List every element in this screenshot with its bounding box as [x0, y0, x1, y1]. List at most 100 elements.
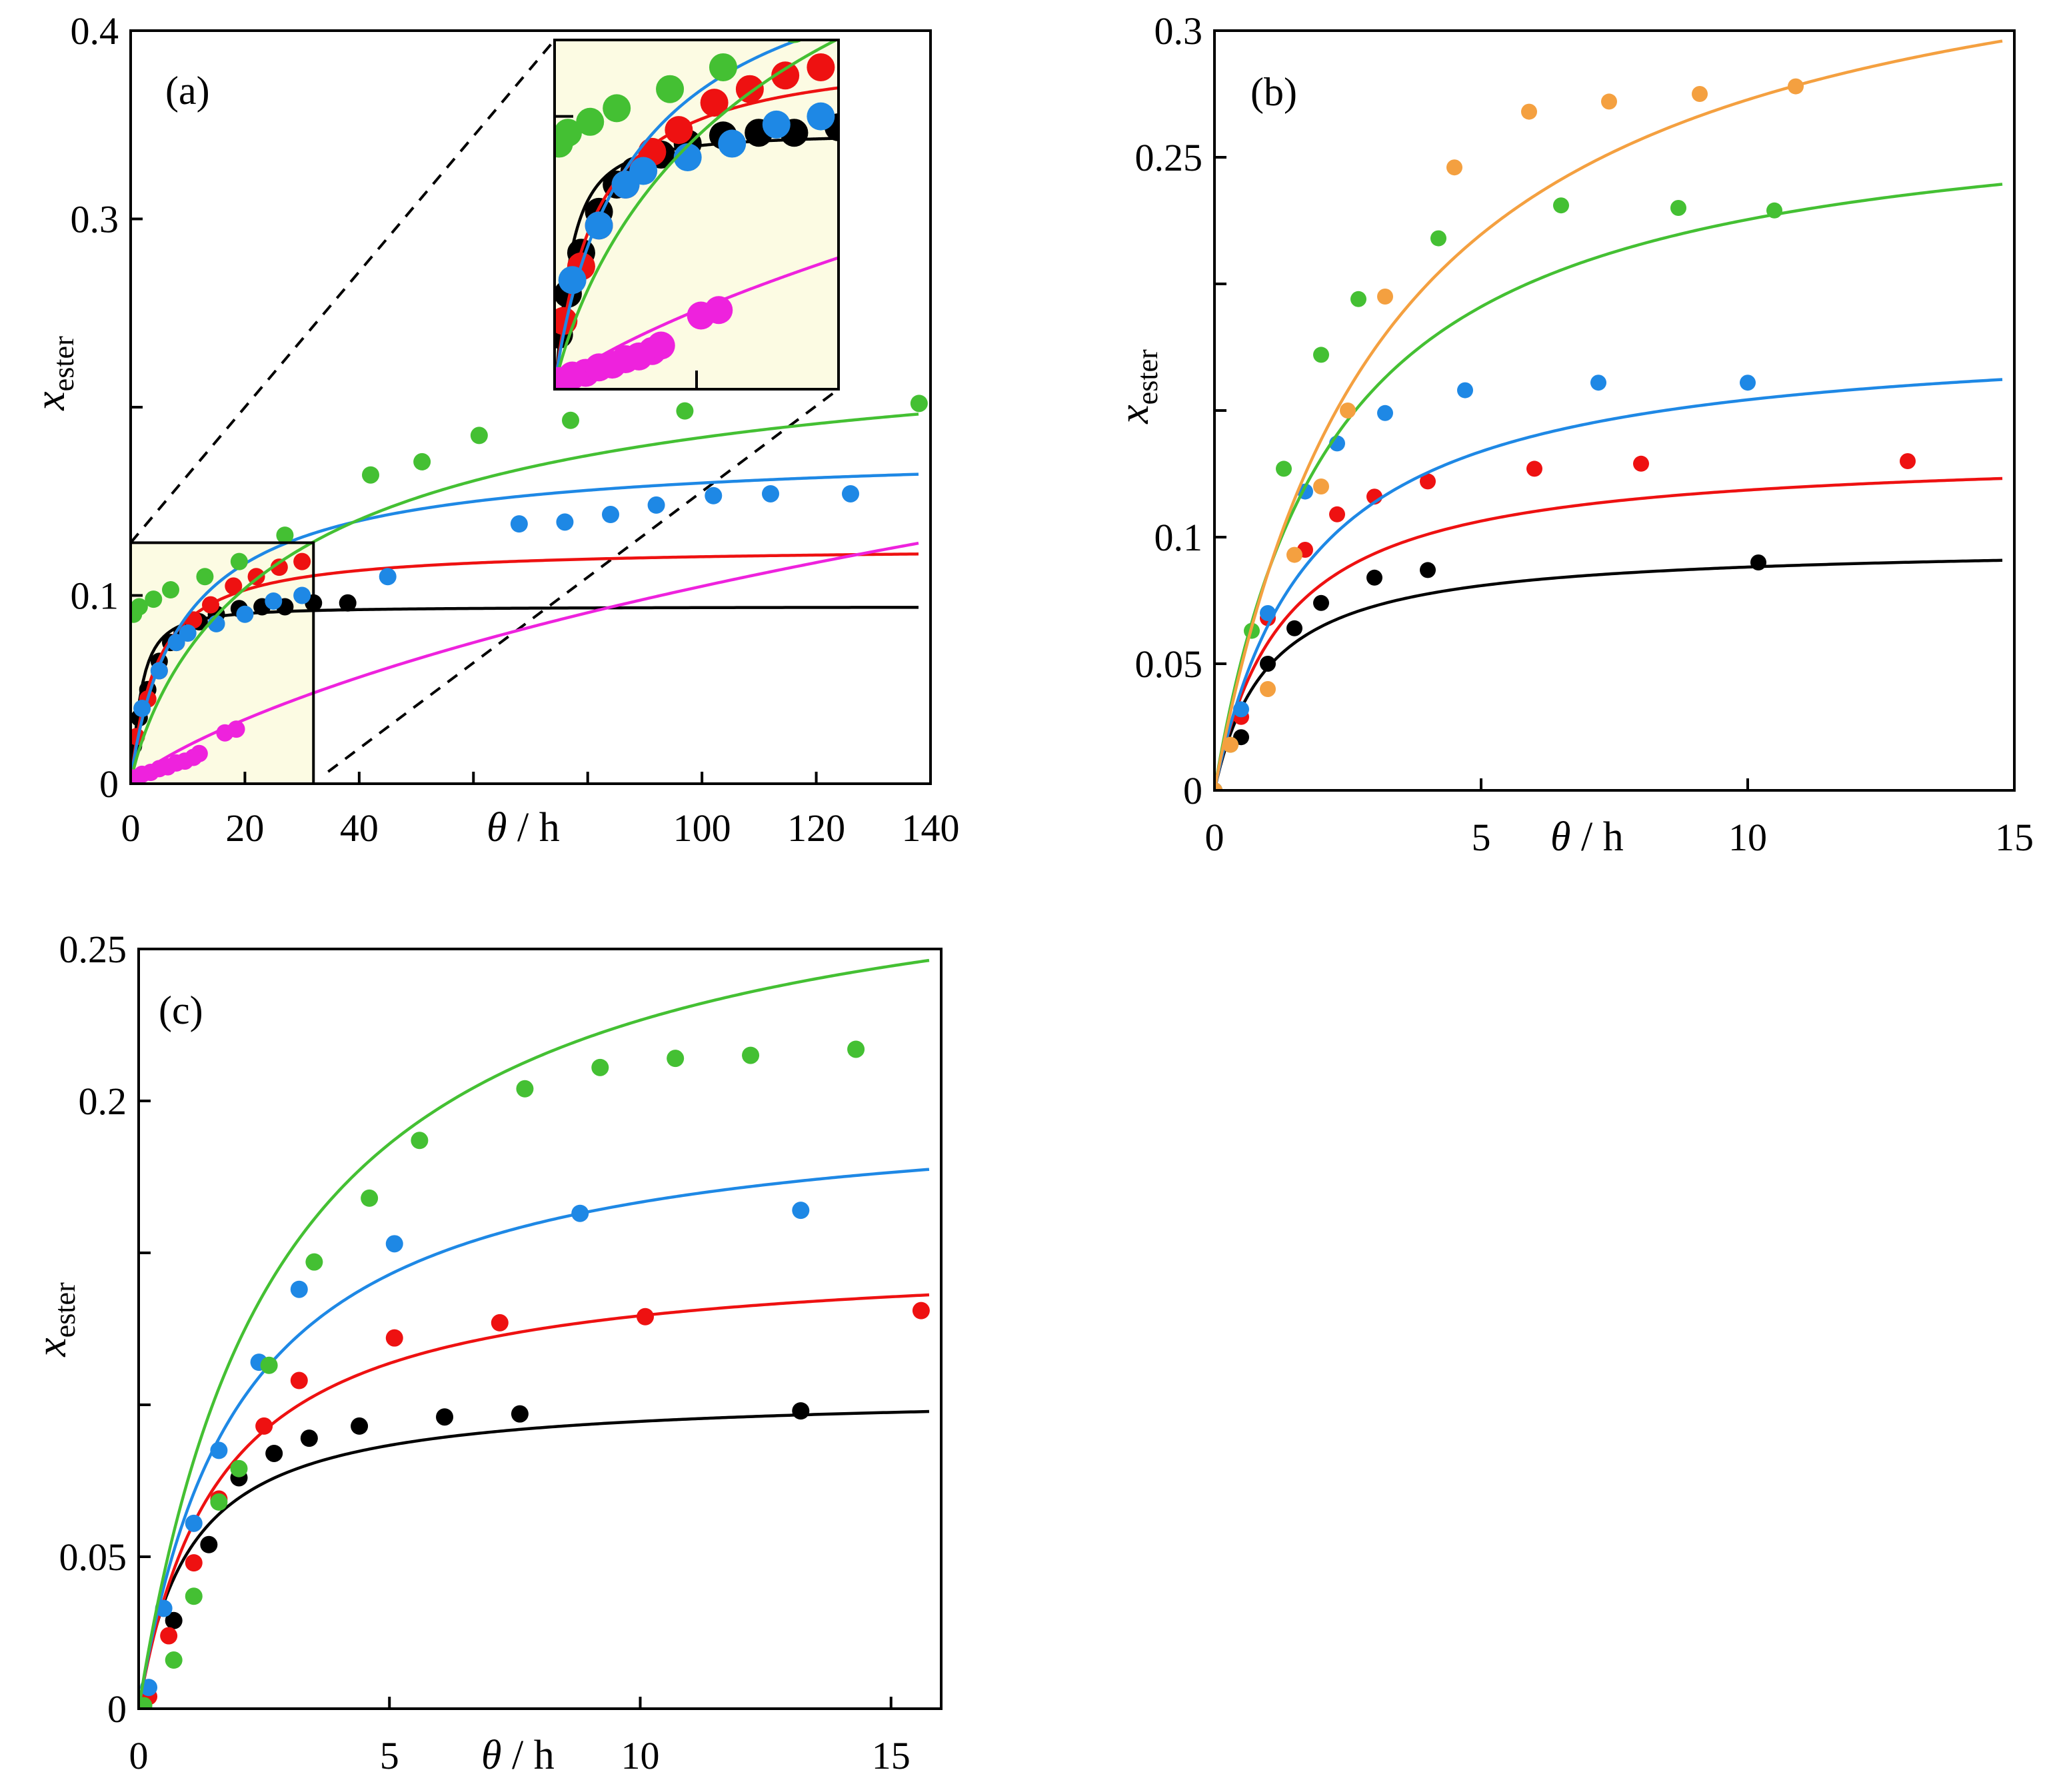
panel-a-curve-green [131, 413, 919, 784]
panel-c-point-blue-7 [571, 1204, 589, 1222]
panel-a-point-green-1 [131, 598, 148, 616]
panel-b-x-tick-label-3: 15 [1995, 816, 2034, 859]
panel-b-point-black-3 [1286, 620, 1302, 636]
panel-c-point-red-1 [160, 1627, 178, 1645]
panel-c-point-green-11 [667, 1050, 685, 1068]
panel-a-inset-point-black-12 [878, 113, 906, 141]
panel-b-point-blue-5 [1377, 405, 1393, 421]
panel-a-point-blue-13 [705, 486, 723, 504]
panel-a-point-magenta-8 [190, 744, 208, 762]
panel-a-inset-curve-red [555, 86, 839, 389]
panel-c-x-axis-title: θ / h [481, 1733, 555, 1778]
panel-a-point-blue-8 [379, 568, 397, 586]
panel-a-y-axis-title: xester [26, 336, 80, 411]
panel-a-point-blue-7 [293, 586, 311, 604]
panel-a-inset-point-blue-3 [629, 157, 658, 185]
panel-c-x-tick-label-1: 5 [380, 1734, 399, 1777]
panel-b-point-orange-6 [1377, 289, 1393, 305]
panel-c-point-blue-3 [210, 1441, 228, 1459]
panel-a-point-blue-3 [179, 624, 197, 642]
panel-c-point-red-9 [912, 1302, 930, 1320]
panel-a-zoom-guide-lower [327, 388, 840, 773]
panel-b-point-orange-10 [1692, 86, 1708, 102]
panel-a-x-tick-label-6: 120 [787, 806, 845, 850]
panel-c-point-green-8 [411, 1132, 429, 1150]
panel-a-point-green-9 [470, 427, 488, 445]
panel-b-point-red-6 [1420, 473, 1436, 490]
panel-b-point-orange-5 [1313, 478, 1329, 494]
panel-c-x-axis-variable: θ [481, 1733, 501, 1778]
panel-c-point-black-0 [165, 1611, 183, 1629]
panel-b-point-green-9 [1766, 202, 1782, 219]
panel-c-curve-green [139, 958, 930, 1709]
panel-c-x-tick-label-0: 0 [129, 1734, 149, 1777]
panel-b-point-blue-8 [1740, 375, 1756, 391]
panel-c-point-black-5 [351, 1417, 369, 1435]
panel-c-point-red-4 [255, 1417, 273, 1435]
panel-c-y-tick-label-1: 0.05 [59, 1535, 127, 1579]
panel-b-point-red-7 [1526, 460, 1542, 477]
panel-a-point-green-4 [196, 568, 214, 586]
panel-a-inset-point-green-3 [603, 94, 631, 123]
panel-b-point-green-4 [1313, 347, 1329, 363]
panel-b-point-blue-6 [1457, 382, 1473, 399]
panel-c-y-axis-variable: x [27, 1338, 75, 1357]
panel-b-point-black-5 [1366, 569, 1382, 586]
panel-b-curve-orange [1214, 39, 2003, 790]
panel-a-point-green-6 [276, 526, 294, 544]
panel-c-point-black-3 [265, 1444, 283, 1462]
panel-c-point-black-6 [436, 1408, 454, 1426]
panel-c-point-green-4 [230, 1459, 248, 1477]
panel-b-curve-blue [1214, 378, 2003, 790]
panel-b-point-black-4 [1313, 594, 1329, 611]
panel-b-point-orange-1 [1222, 736, 1238, 753]
panel-a-point-red-4 [185, 611, 203, 629]
panel-c-point-green-9 [516, 1080, 534, 1098]
panel-b: 0 5 10 15 0 0.05 0.1 0.25 0.3 (b) θ / h xester [1110, 9, 2034, 860]
panel-a-inset-point-green-1 [555, 119, 582, 147]
panel-c-point-blue-5 [290, 1280, 308, 1298]
panel-a-inset-point-red-5 [665, 116, 693, 145]
panel-b-y-axis-subscript: ester [1131, 349, 1164, 405]
panel-c-point-green-13 [847, 1040, 865, 1058]
panel-a-inset-point-magenta-10 [705, 296, 733, 325]
panel-c-curve-black [139, 1409, 929, 1709]
panel-a-curve-red [131, 552, 919, 784]
panel-c: 0 5 10 15 0 0.05 0.2 0.25 (c) θ / h xester [27, 928, 943, 1778]
panel-c-curve-blue [139, 1168, 930, 1709]
panel-b-point-orange-11 [1788, 78, 1804, 95]
panel-a-inset-point-red-6 [700, 89, 729, 117]
panel-a-point-green-11 [676, 402, 694, 420]
panel-a-y-tick-label-4: 0.4 [71, 9, 119, 53]
panel-a-point-green-12 [910, 395, 928, 413]
panel-b-point-black-6 [1420, 562, 1436, 578]
panel-b-y-tick-label-5: 0.25 [1135, 136, 1203, 179]
panel-b-point-orange-2 [1260, 681, 1276, 697]
panel-c-point-black-7 [511, 1405, 529, 1423]
panel-c-y-axis-title: xester [27, 1282, 81, 1357]
panel-b-label: (b) [1250, 70, 1297, 114]
panel-b-point-blue-2 [1260, 605, 1276, 621]
panel-a-point-red-5 [202, 596, 219, 614]
panel-c-point-red-8 [637, 1308, 655, 1326]
panel-b-y-axis-title: xester [1110, 349, 1164, 425]
panel-a-point-blue-10 [556, 513, 574, 531]
panel-a-point-red-6 [225, 577, 243, 595]
panel-b-point-green-8 [1670, 200, 1686, 216]
panel-b-point-red-4 [1329, 506, 1345, 522]
panel-a-inset-point-magenta-8 [647, 331, 675, 360]
panel-b-curve-red [1214, 476, 2003, 790]
panel-c-y-axis-subscript: ester [49, 1282, 81, 1338]
panel-a-inset-point-blue-4 [673, 143, 702, 172]
panel-c-point-green-10 [591, 1058, 609, 1076]
panel-c-point-green-0 [139, 1697, 153, 1709]
panel-a-inset-point-blue-6 [762, 110, 791, 139]
panel-c-point-blue-6 [385, 1235, 403, 1253]
panel-b-point-orange-3 [1286, 546, 1302, 563]
panel-c-point-green-12 [742, 1046, 760, 1064]
panel-c-point-green-3 [210, 1493, 228, 1511]
panel-b-point-orange-7 [1446, 159, 1462, 176]
panel-a-point-green-8 [413, 452, 431, 470]
